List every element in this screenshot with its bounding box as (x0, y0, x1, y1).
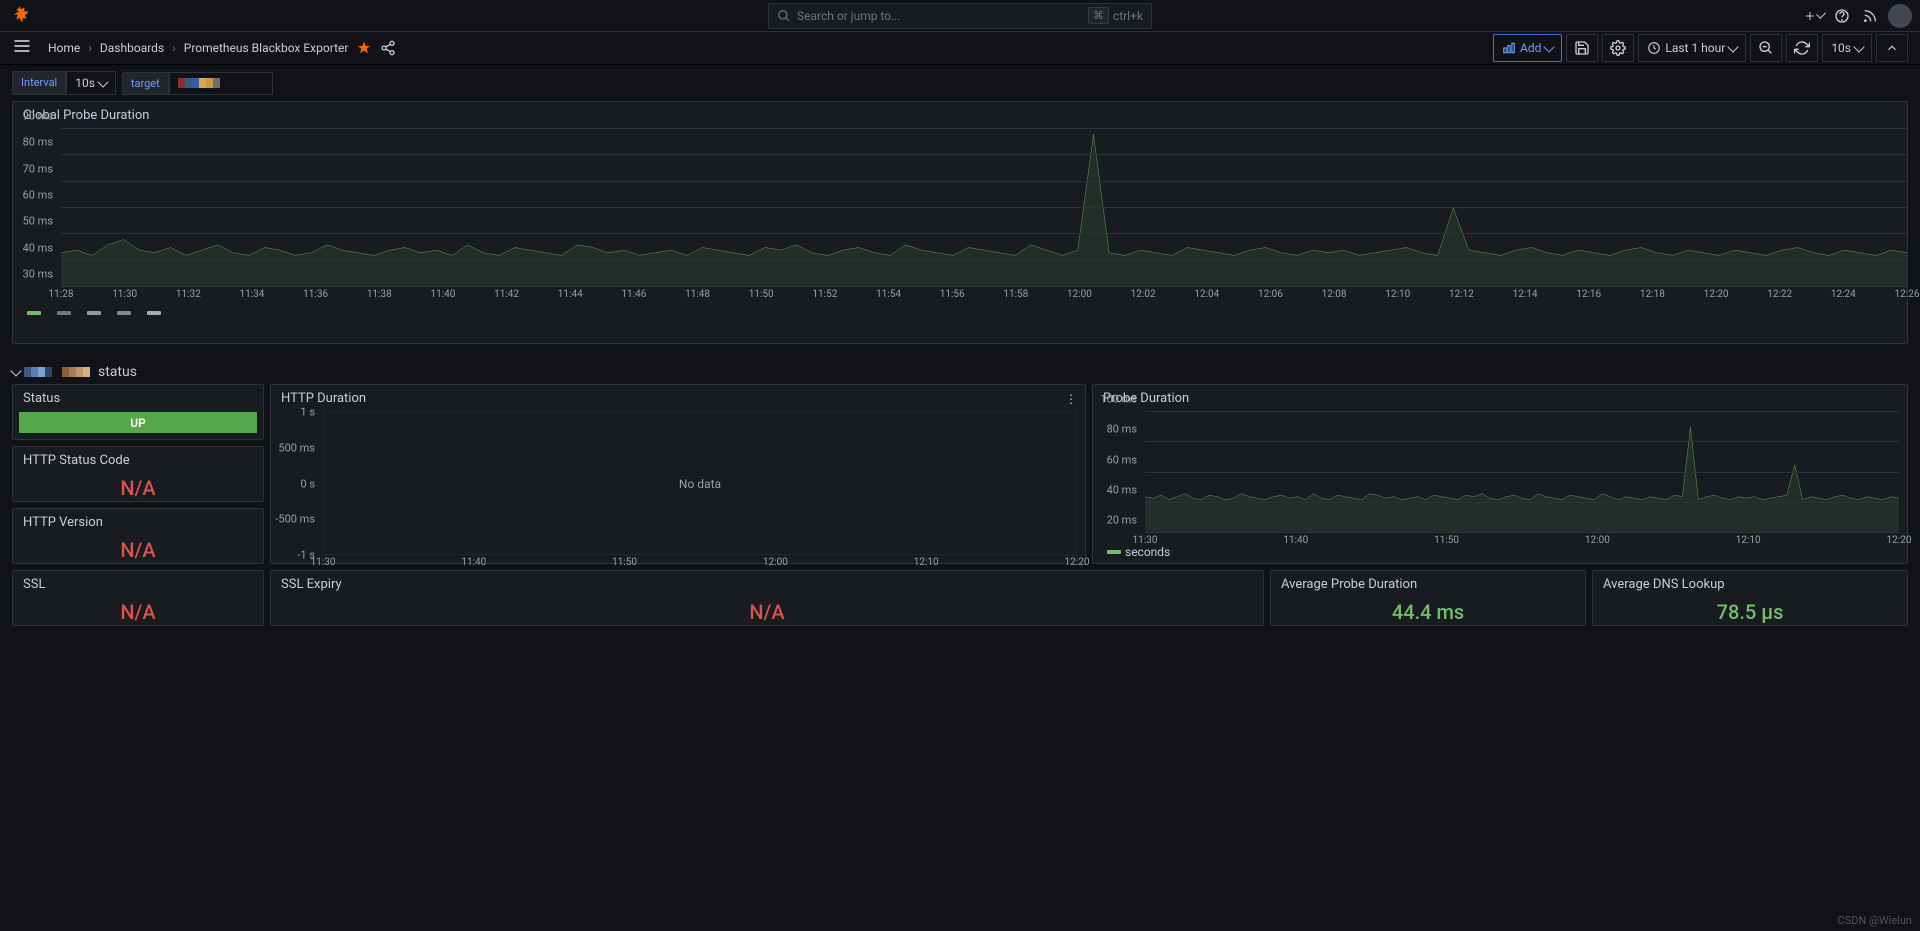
var-interval-value: 10s (75, 76, 95, 90)
time-range-label: Last 1 hour (1665, 41, 1725, 55)
status-value: UP (19, 412, 257, 433)
panel-title: HTTP Duration (271, 385, 1085, 412)
search-icon (777, 9, 791, 23)
panel-status: Status UP (12, 384, 264, 440)
avg-dns-value: 78.5 µs (1593, 598, 1907, 625)
panel-probe-duration: Probe Duration 20 ms40 ms60 ms80 ms100 m… (1092, 384, 1908, 564)
time-range-picker[interactable]: Last 1 hour (1638, 34, 1746, 62)
target-swatches (178, 78, 220, 88)
chevron-right-icon: › (172, 41, 176, 55)
http-duration-svg (323, 412, 1077, 555)
panel-http-version: HTTP Version N/A (12, 508, 264, 564)
panel-title: HTTP Status Code (13, 447, 263, 474)
watermark: CSDN @Wielun (1838, 914, 1912, 927)
panel-http-duration: HTTP Duration ⋮ 1 s500 ms0 s-500 ms-1 s … (270, 384, 1086, 564)
collapse-button[interactable] (1876, 34, 1908, 62)
save-button[interactable] (1566, 34, 1598, 62)
panel-http-status-code: HTTP Status Code N/A (12, 446, 264, 502)
search-placeholder: Search or jump to... (797, 9, 1088, 23)
panel-ssl-expiry: SSL Expiry N/A (270, 570, 1264, 626)
plus-icon[interactable] (1804, 6, 1824, 26)
panel-ssl: SSL N/A (12, 570, 264, 626)
ssl-expiry-value: N/A (271, 598, 1263, 625)
panel-title: Global Probe Duration (13, 102, 1907, 129)
global-chart-svg (61, 129, 1907, 287)
panel-avg-dns-lookup: Average DNS Lookup 78.5 µs (1592, 570, 1908, 626)
help-icon[interactable] (1832, 6, 1852, 26)
refresh-interval-picker[interactable]: 10s (1822, 34, 1872, 62)
shortcut-icon: ⌘ (1088, 7, 1109, 24)
panel-title: Probe Duration (1093, 385, 1907, 412)
panel-title: Status (13, 385, 263, 412)
add-label: Add (1520, 41, 1541, 55)
panel-title: Average Probe Duration (1271, 571, 1585, 598)
settings-button[interactable] (1602, 34, 1634, 62)
panel-avg-probe-duration: Average Probe Duration 44.4 ms (1270, 570, 1586, 626)
add-panel-button[interactable]: Add (1493, 34, 1562, 62)
grafana-logo (8, 4, 32, 28)
global-search[interactable]: Search or jump to... ⌘ ctrl+k (768, 3, 1152, 29)
ssl-value: N/A (13, 598, 263, 625)
avg-probe-value: 44.4 ms (1271, 598, 1585, 625)
panel-global-probe-duration: Global Probe Duration 30 ms40 ms50 ms60 … (12, 101, 1908, 344)
zoom-out-button[interactable] (1750, 34, 1782, 62)
panel-title: SSL Expiry (271, 571, 1263, 598)
var-target-picker[interactable] (169, 72, 273, 95)
bc-home[interactable]: Home (48, 41, 80, 55)
global-legend (13, 311, 1907, 315)
menu-toggle-icon[interactable] (12, 36, 36, 60)
bc-dashboards[interactable]: Dashboards (100, 41, 164, 55)
var-interval-picker[interactable]: 10s (66, 71, 116, 95)
chevron-right-icon: › (88, 41, 92, 55)
http-code-value: N/A (13, 474, 263, 501)
panel-title: HTTP Version (13, 509, 263, 536)
var-interval-label: Interval (12, 71, 66, 95)
bc-current: Prometheus Blackbox Exporter (184, 41, 349, 55)
shortcut-label: ctrl+k (1113, 9, 1143, 23)
probe-duration-svg (1145, 412, 1899, 533)
share-icon[interactable] (380, 40, 396, 56)
panel-title: Average DNS Lookup (1593, 571, 1907, 598)
panel-menu-icon[interactable]: ⋮ (1061, 389, 1081, 409)
var-target-label: target (122, 72, 169, 95)
panel-title: SSL (13, 571, 263, 598)
star-icon[interactable] (356, 40, 372, 56)
avatar[interactable] (1888, 4, 1912, 28)
refresh-button[interactable] (1786, 34, 1818, 62)
row-title-label: status (98, 364, 137, 380)
row-header[interactable]: status (0, 356, 1920, 384)
rss-icon[interactable] (1860, 6, 1880, 26)
refresh-interval-label: 10s (1831, 41, 1851, 55)
breadcrumb: Home › Dashboards › Prometheus Blackbox … (48, 41, 348, 55)
http-version-value: N/A (13, 536, 263, 563)
